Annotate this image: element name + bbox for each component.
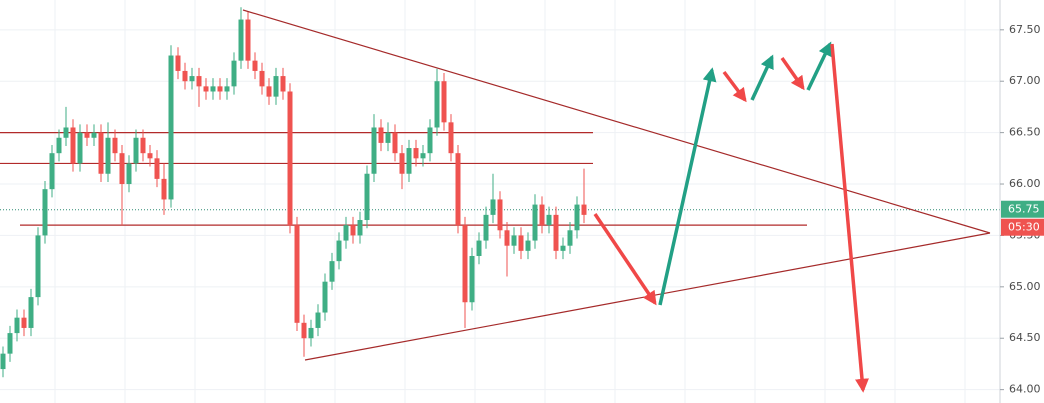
candle-body — [182, 70, 188, 82]
candle-body — [448, 122, 454, 154]
candle-body — [511, 235, 517, 246]
candle-body — [427, 127, 433, 154]
candle-body — [189, 76, 195, 82]
candle-body — [140, 137, 146, 154]
candle-body — [133, 137, 139, 164]
candle-body — [399, 153, 405, 174]
candle-body — [21, 317, 27, 328]
candle-body — [259, 70, 265, 87]
candle-body — [217, 86, 223, 92]
candle-body — [490, 199, 496, 215]
candle-body — [413, 148, 419, 159]
candle-body — [483, 214, 489, 241]
y-tick-label: 67.00 — [1009, 74, 1041, 87]
candle-body — [42, 189, 48, 236]
candle-body — [245, 19, 251, 61]
candle-body — [14, 317, 20, 334]
candle-body — [434, 81, 440, 128]
forecast-arrows — [593, 41, 869, 393]
candle-body — [357, 220, 363, 236]
countdown-label: 05:30 — [1008, 221, 1040, 234]
candle-body — [119, 153, 125, 185]
countdown-box — [1001, 218, 1044, 236]
candle-body — [469, 255, 475, 303]
candle-body — [546, 214, 552, 226]
candle-body — [371, 127, 377, 174]
candle-body — [574, 204, 580, 231]
last-price-label: 65.75 — [1008, 203, 1040, 216]
candle-body — [392, 132, 398, 154]
candle-body — [378, 127, 384, 143]
candle-body — [238, 19, 244, 61]
candle-body — [420, 153, 426, 159]
candle-body — [280, 76, 286, 92]
trend-lines — [242, 9, 991, 361]
y-tick-label: 65.00 — [1009, 280, 1041, 293]
candle-body — [504, 230, 510, 246]
candle-body — [161, 178, 167, 200]
candle-body — [210, 86, 216, 92]
candle-body — [350, 225, 356, 236]
last-price-box — [1001, 200, 1044, 218]
candle-body — [154, 158, 160, 179]
candle-body — [553, 214, 559, 251]
candle-body — [462, 225, 468, 303]
candle-body — [231, 60, 237, 87]
y-tick-label: 64.50 — [1009, 331, 1041, 344]
candle-body — [441, 81, 447, 123]
candle-body — [224, 86, 230, 92]
time-grid — [54, 0, 966, 403]
candle-body — [539, 204, 545, 226]
candle-body — [294, 225, 300, 323]
candle-body — [77, 132, 83, 164]
candle-body — [126, 163, 132, 185]
candle-body — [581, 204, 587, 215]
candle-body — [322, 281, 328, 313]
candle-body — [28, 297, 34, 328]
candle-body — [315, 312, 321, 328]
candle-body — [336, 240, 342, 262]
candle-body — [525, 240, 531, 251]
candle-body — [35, 235, 41, 298]
candle-body — [203, 86, 209, 92]
candle-body — [98, 132, 104, 174]
candle-body — [56, 137, 62, 154]
candle-body — [497, 199, 503, 231]
candle-body — [343, 225, 349, 241]
candle-body — [406, 148, 412, 174]
y-tick-label: 64.00 — [1009, 383, 1041, 396]
candle-body — [7, 333, 13, 354]
candle-body — [84, 132, 90, 138]
candle-body — [70, 127, 76, 164]
candle-body — [175, 55, 181, 71]
candle-body — [49, 153, 55, 190]
candle-body — [532, 204, 538, 241]
candle-body — [518, 235, 524, 251]
candle-body — [301, 322, 307, 339]
candle-body — [252, 60, 258, 71]
candle-body — [273, 76, 279, 97]
candle-body — [168, 55, 174, 200]
candle-body — [455, 153, 461, 226]
y-tick-label: 67.50 — [1009, 23, 1041, 36]
candle-body — [385, 132, 391, 143]
candle-body — [476, 240, 482, 256]
candle-body — [308, 327, 314, 339]
candle-body — [266, 86, 272, 97]
candle-body — [560, 245, 566, 251]
candle-body — [91, 132, 97, 138]
candle-body — [147, 153, 153, 159]
candle-body — [287, 91, 293, 226]
candle-body — [364, 173, 370, 221]
candle-body — [105, 137, 111, 174]
y-tick-label: 66.50 — [1009, 126, 1041, 139]
candle-body — [112, 137, 118, 154]
candle-body — [0, 353, 6, 370]
candle-body — [196, 76, 202, 87]
y-tick-label: 66.00 — [1009, 177, 1041, 190]
candle-body — [567, 230, 573, 246]
candle-body — [63, 127, 69, 138]
candle-body — [329, 261, 335, 282]
